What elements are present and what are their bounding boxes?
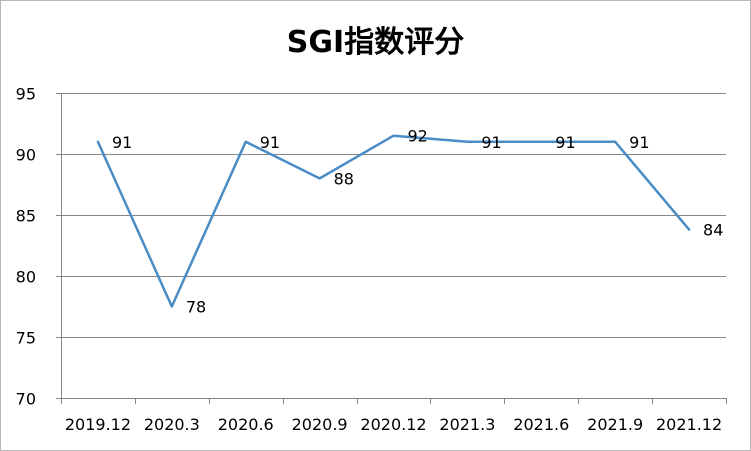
x-tick-label: 2019.12 [65, 415, 131, 434]
x-tick-label: 2020.6 [218, 415, 274, 434]
x-tick-label: 2020.9 [292, 415, 348, 434]
y-tick-label: 75 [16, 329, 36, 348]
y-tick-label: 70 [16, 390, 36, 409]
data-label: 91 [481, 133, 501, 152]
y-tick-label: 90 [16, 146, 36, 165]
y-tick-label: 95 [16, 85, 36, 104]
data-label: 91 [260, 133, 280, 152]
x-tick-label: 2021.6 [513, 415, 569, 434]
y-tick-label: 80 [16, 268, 36, 287]
data-label: 91 [555, 133, 575, 152]
data-label: 91 [112, 133, 132, 152]
y-tick-label: 85 [16, 207, 36, 226]
x-tick-label: 2020.3 [144, 415, 200, 434]
series-line [96, 134, 691, 308]
data-label: 91 [629, 133, 649, 152]
x-tick-label: 2021.9 [587, 415, 643, 434]
data-label: 78 [186, 298, 206, 317]
x-tick-label: 2021.3 [439, 415, 495, 434]
data-label: 88 [334, 169, 354, 188]
x-tick-label: 2021.12 [656, 415, 722, 434]
chart-title: SGI指数评分 [286, 25, 465, 60]
x-tick-label: 2020.12 [360, 415, 426, 434]
data-label: 92 [408, 127, 428, 146]
data-label: 84 [703, 221, 723, 240]
